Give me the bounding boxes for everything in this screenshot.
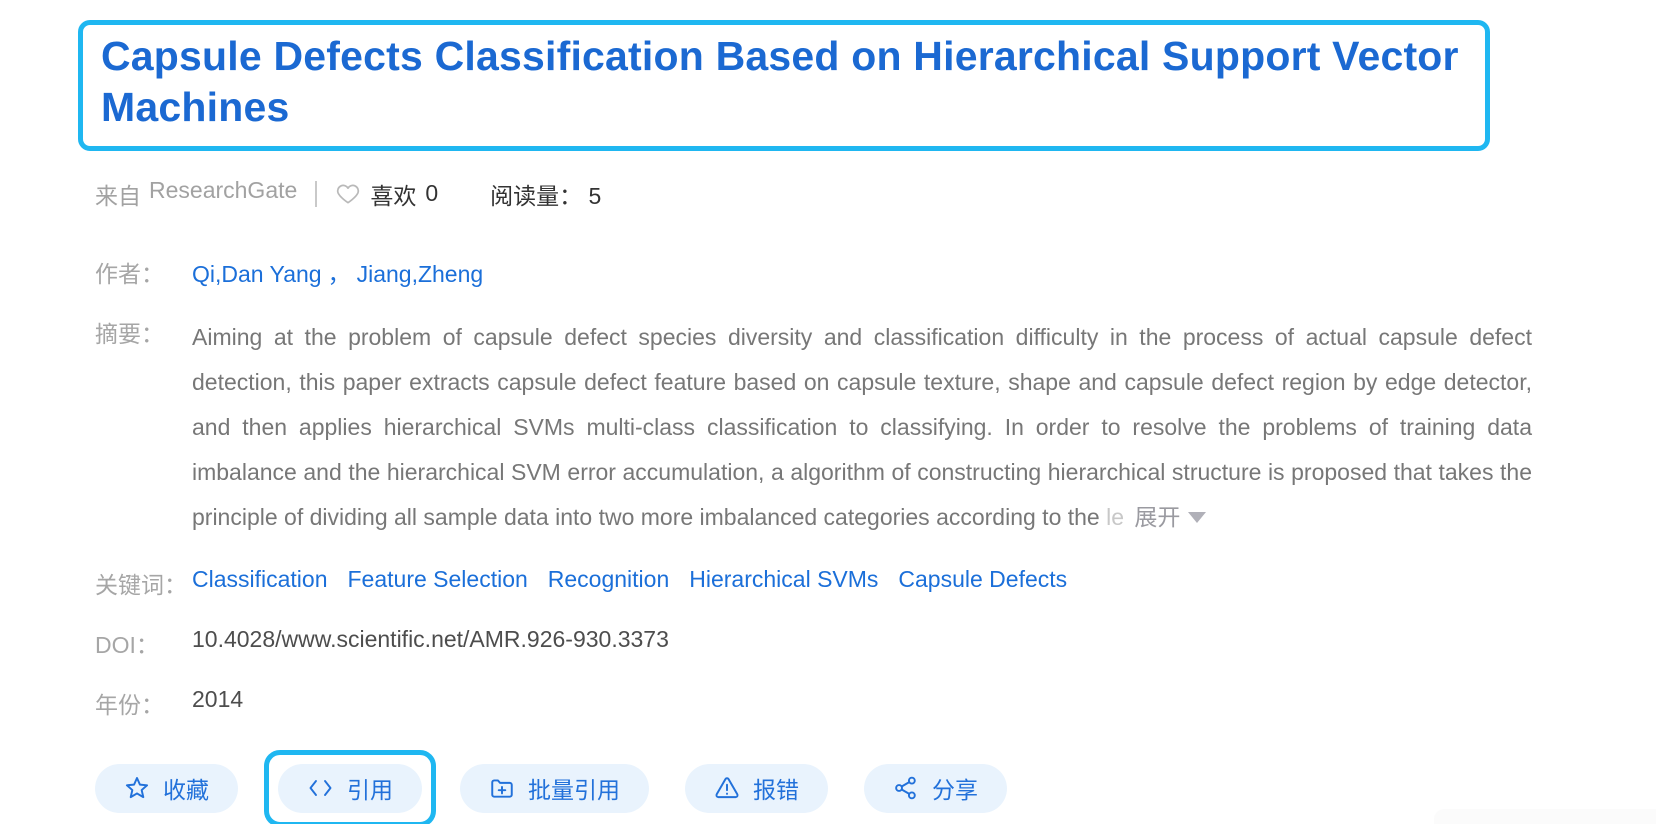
angle-brackets-icon [309, 780, 332, 796]
title-highlight-box: Capsule Defects Classification Based on … [78, 20, 1490, 151]
keyword-link[interactable]: Classification [192, 565, 328, 592]
heart-icon [337, 184, 360, 204]
doi-row: DOI： 10.4028/www.scientific.net/AMR.926-… [95, 626, 1656, 660]
cite-label: 引用 [347, 777, 393, 803]
author-link[interactable]: Qi,Dan Yang [192, 260, 322, 287]
year-row: 年份： 2014 [95, 686, 1656, 720]
abstract-label: 摘要： [95, 320, 164, 347]
abstract-fade-tail: le [1106, 503, 1125, 530]
cite-highlight-box: 引用 [264, 749, 436, 824]
source-name: ResearchGate [149, 176, 298, 203]
chevron-down-icon [1188, 511, 1207, 523]
doi-value: 10.4028/www.scientific.net/AMR.926-930.3… [192, 625, 669, 652]
views-count: 5 [588, 182, 602, 209]
corner-overlay [1434, 809, 1656, 824]
source-prefix: 来自 [95, 182, 141, 209]
keywords-row: 关键词： Classification Feature Selection Re… [95, 566, 1656, 600]
keywords-label: 关键词： [95, 571, 187, 598]
batch-cite-button[interactable]: 批量引用 [460, 763, 649, 813]
author-separator: ， [327, 260, 351, 287]
report-label: 报错 [753, 777, 799, 803]
meta-divider [315, 180, 318, 207]
share-label: 分享 [932, 777, 978, 803]
like-count: 0 [425, 180, 439, 206]
detail-fields: 作者： Qi,Dan Yang， Jiang,Zheng 摘要： Aiming a… [95, 255, 1656, 720]
keyword-link[interactable]: Hierarchical SVMs [689, 565, 879, 592]
warning-icon [715, 777, 739, 799]
keyword-link[interactable]: Recognition [547, 565, 670, 592]
expand-label: 展开 [1134, 503, 1181, 530]
authors-row: 作者： Qi,Dan Yang， Jiang,Zheng [95, 255, 1656, 289]
action-bar: 收藏 引用 批量引用 报错 分享 [95, 749, 1656, 824]
page-title: Capsule Defects Classification Based on … [101, 33, 1459, 131]
author-link[interactable]: Jiang,Zheng [356, 260, 484, 287]
like-button[interactable]: 喜欢 0 [335, 177, 438, 211]
keyword-link[interactable]: Capsule Defects [898, 565, 1068, 592]
views-label: 阅读量： [490, 182, 583, 209]
year-value: 2014 [192, 685, 244, 712]
abstract-visible-text: Aiming at the problem of capsule defect … [192, 323, 1532, 530]
favorite-button[interactable]: 收藏 [95, 763, 238, 813]
doi-label: DOI： [95, 631, 159, 658]
keywords-value: Classification Feature Selection Recogni… [192, 566, 1067, 593]
year-label: 年份： [95, 691, 164, 718]
keyword-link[interactable]: Feature Selection [347, 565, 528, 592]
report-button[interactable]: 报错 [685, 763, 828, 813]
cite-button[interactable]: 引用 [278, 763, 422, 813]
views-counter: 阅读量： 5 [490, 177, 601, 211]
star-icon [125, 777, 149, 799]
folder-plus-icon [491, 779, 513, 798]
abstract-text: Aiming at the problem of capsule defect … [192, 315, 1532, 540]
like-label: 喜欢 [370, 182, 417, 209]
authors-label: 作者： [95, 260, 164, 287]
favorite-label: 收藏 [163, 777, 209, 803]
meta-row: 来自 ResearchGate 喜欢 0 阅读量： 5 [95, 177, 1656, 211]
batch-cite-label: 批量引用 [528, 777, 620, 803]
authors-value: Qi,Dan Yang， Jiang,Zheng [192, 255, 483, 289]
share-button[interactable]: 分享 [864, 763, 1007, 813]
share-icon [895, 776, 916, 800]
source-text: 来自 ResearchGate [95, 177, 297, 211]
abstract-row: 摘要： Aiming at the problem of capsule def… [95, 315, 1656, 540]
expand-button[interactable]: 展开 [1134, 495, 1207, 540]
